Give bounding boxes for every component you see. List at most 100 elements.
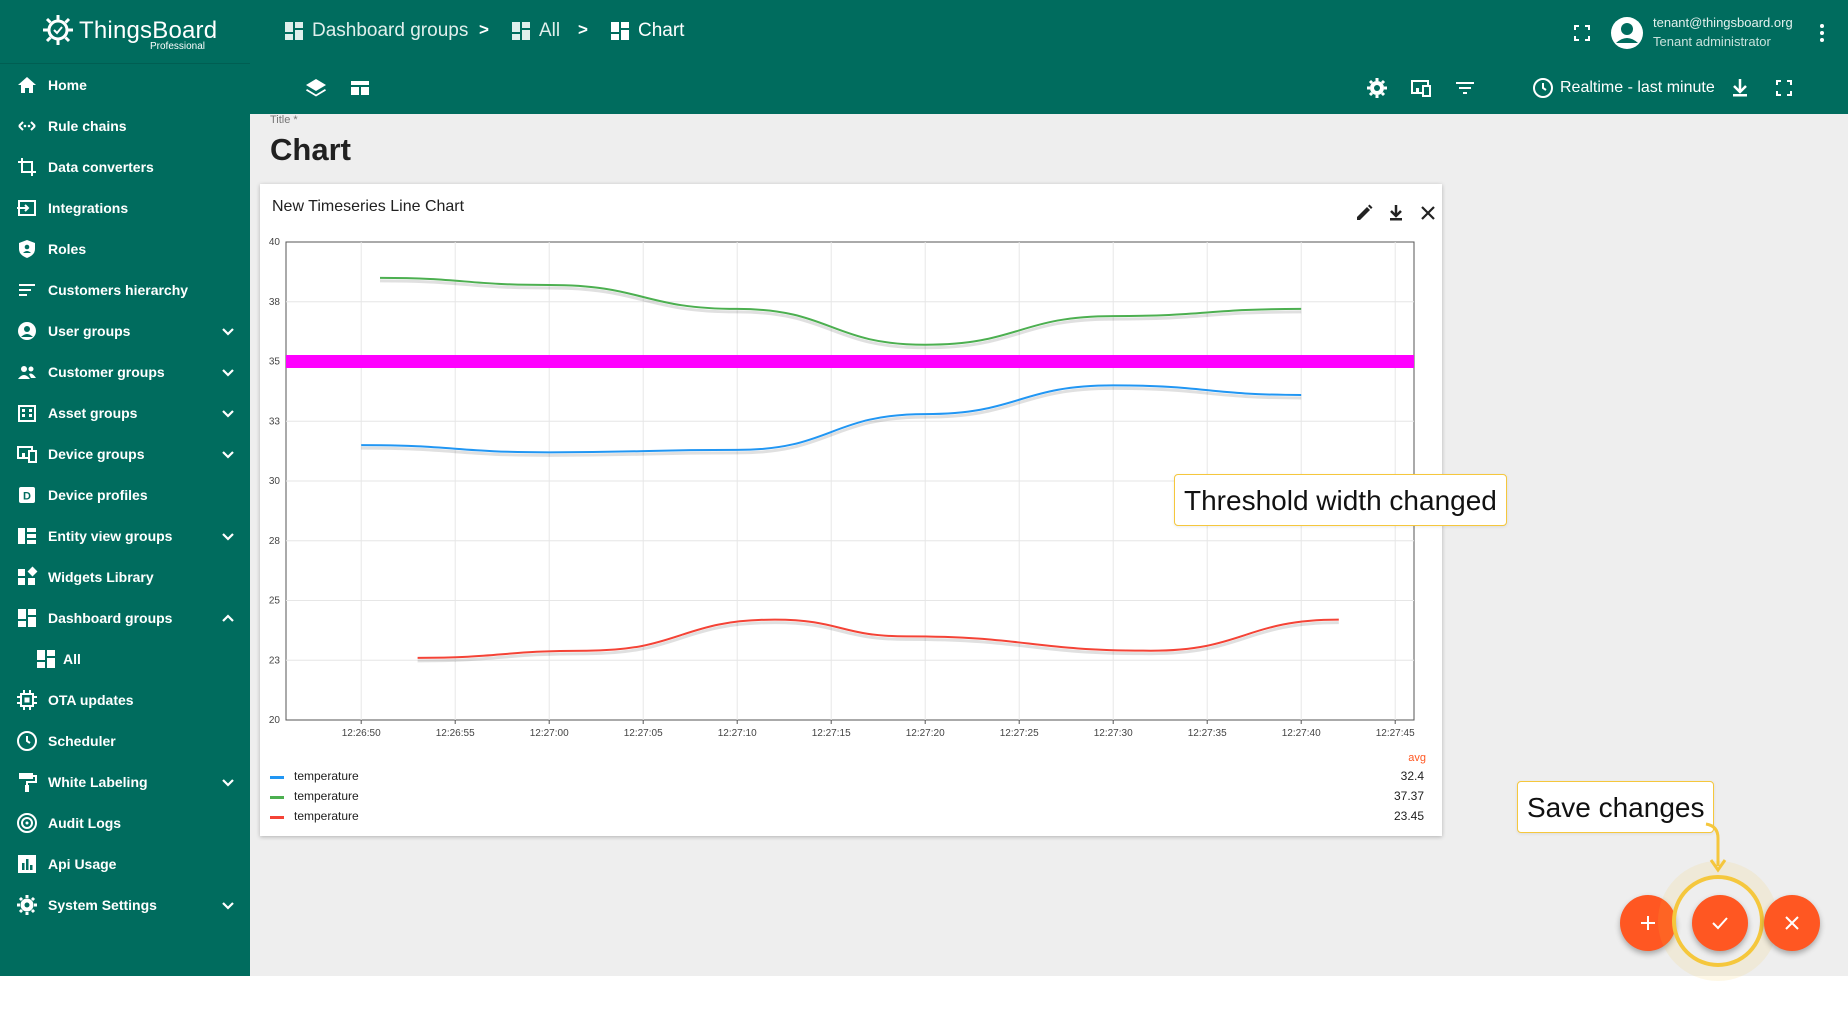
sidebar-item-scheduler[interactable]: Scheduler xyxy=(0,720,250,761)
sidebar-item-entity-view-groups[interactable]: Entity view groups xyxy=(0,515,250,556)
sidebar-item-label: Home xyxy=(48,76,87,93)
legend-series-name: temperature xyxy=(294,769,359,783)
sidebar-item-all[interactable]: All xyxy=(0,638,250,679)
y-tick-label: 38 xyxy=(269,297,281,308)
legend-row[interactable]: temperature 37.37 xyxy=(270,788,1430,806)
x-tick-label: 12:27:40 xyxy=(1282,728,1321,739)
timewindow-button[interactable]: Realtime - last minute xyxy=(1532,76,1715,100)
widgets-icon xyxy=(18,566,38,585)
sidebar-item-roles[interactable]: Roles xyxy=(0,228,250,269)
sidebar: ThingsBoard Professional Home Rule chains… xyxy=(0,0,250,976)
sidebar-item-system-settings[interactable]: System Settings xyxy=(0,884,250,925)
chevron-up-icon[interactable] xyxy=(220,610,236,626)
sidebar-item-api-usage[interactable]: Api Usage xyxy=(0,843,250,884)
sidebar-item-label: Api Usage xyxy=(48,855,117,872)
dashboard-icon xyxy=(18,609,36,627)
legend-swatch xyxy=(270,796,284,799)
y-tick-label: 25 xyxy=(269,596,281,607)
settings-icon xyxy=(17,895,37,915)
legend-avg-value: 37.37 xyxy=(1393,789,1424,803)
layers-icon[interactable] xyxy=(304,76,328,100)
add-widget-button[interactable] xyxy=(1620,895,1676,951)
app: ThingsBoard Professional Home Rule chains… xyxy=(0,0,1848,976)
download-icon[interactable] xyxy=(1386,203,1406,223)
user-email: tenant@thingsboard.org xyxy=(1653,15,1793,30)
sidebar-item-device-groups[interactable]: Device groups xyxy=(0,433,250,474)
sidebar-item-rule-chains[interactable]: Rule chains xyxy=(0,105,250,146)
breadcrumb-label: All xyxy=(539,20,561,41)
sidebar-item-data-converters[interactable]: Data converters xyxy=(0,146,250,187)
devices-icon[interactable] xyxy=(1409,76,1433,100)
sidebar-item-device-profiles[interactable]: D Device profiles xyxy=(0,474,250,515)
home-icon xyxy=(18,77,36,93)
device-profiles-icon: D xyxy=(19,487,35,503)
breadcrumb-dashboard-groups[interactable]: Dashboard groups xyxy=(284,20,468,42)
sidebar-item-label: All xyxy=(63,650,81,667)
integrations-icon xyxy=(17,200,36,216)
sidebar-item-audit-logs[interactable]: Audit Logs xyxy=(0,802,250,843)
save-button[interactable] xyxy=(1692,895,1748,951)
avatar[interactable] xyxy=(1610,16,1644,50)
sidebar-item-asset-groups[interactable]: Asset groups xyxy=(0,392,250,433)
rule-chains-icon xyxy=(18,121,36,131)
sidebar-item-ota-updates[interactable]: OTA updates xyxy=(0,679,250,720)
series-line-1 xyxy=(379,276,1302,346)
chevron-down-icon[interactable] xyxy=(220,364,236,380)
fullscreen-icon[interactable] xyxy=(1772,76,1796,100)
chevron-down-icon[interactable] xyxy=(220,405,236,421)
close-icon[interactable] xyxy=(1418,203,1438,223)
arrow-down-icon xyxy=(1705,822,1727,873)
svg-text:D: D xyxy=(23,491,31,503)
user-groups-icon xyxy=(18,322,36,340)
y-tick-label: 35 xyxy=(269,357,281,368)
chevron-down-icon[interactable] xyxy=(220,446,236,462)
clock-icon xyxy=(1533,78,1553,98)
sidebar-item-white-labeling[interactable]: White Labeling xyxy=(0,761,250,802)
ota-icon xyxy=(17,690,37,710)
logo[interactable]: ThingsBoard Professional xyxy=(0,0,250,64)
download-icon[interactable] xyxy=(1728,76,1752,100)
more-vert-icon[interactable] xyxy=(1810,21,1834,45)
breadcrumb-chart: Chart xyxy=(610,20,684,42)
x-tick-label: 12:26:50 xyxy=(342,728,381,739)
cancel-button[interactable] xyxy=(1764,895,1820,951)
sidebar-item-customer-groups[interactable]: Customer groups xyxy=(0,351,250,392)
edit-icon[interactable] xyxy=(1354,203,1374,223)
y-tick-label: 28 xyxy=(269,536,281,547)
sidebar-item-customers-hierarchy[interactable]: Customers hierarchy xyxy=(0,269,250,310)
sidebar-item-user-groups[interactable]: User groups xyxy=(0,310,250,351)
sidebar-item-integrations[interactable]: Integrations xyxy=(0,187,250,228)
scheduler-icon xyxy=(17,731,37,751)
chevron-down-icon[interactable] xyxy=(220,323,236,339)
fullscreen-icon[interactable] xyxy=(1570,21,1594,45)
sidebar-item-home[interactable]: Home xyxy=(0,64,250,105)
chevron-down-icon[interactable] xyxy=(220,897,236,913)
dashboard-layout-icon[interactable] xyxy=(348,76,372,100)
brand-name: ThingsBoard xyxy=(79,17,218,44)
settings-icon[interactable] xyxy=(1365,76,1389,100)
title-field-label: Title * xyxy=(270,114,298,126)
breadcrumb-all[interactable]: All xyxy=(511,20,560,42)
legend-avg-header: avg xyxy=(1408,752,1426,764)
sidebar-item-dashboard-groups[interactable]: Dashboard groups xyxy=(0,597,250,638)
legend-row[interactable]: temperature 23.45 xyxy=(270,808,1430,826)
y-tick-label: 20 xyxy=(269,715,281,726)
series-line-shadow xyxy=(361,386,1302,457)
dashboard-icon xyxy=(285,22,303,40)
breadcrumb-label: Chart xyxy=(638,20,685,41)
dashboard-title-input[interactable]: Chart xyxy=(270,132,351,167)
user-role: Tenant administrator xyxy=(1653,34,1771,49)
chevron-down-icon[interactable] xyxy=(220,774,236,790)
y-tick-label: 40 xyxy=(269,237,281,248)
legend-swatch xyxy=(270,816,284,819)
sidebar-item-label: Device profiles xyxy=(48,486,148,503)
legend-series-name: temperature xyxy=(294,809,359,823)
filter-icon[interactable] xyxy=(1453,76,1477,100)
legend-row[interactable]: temperature 32.4 xyxy=(270,768,1430,786)
chevron-down-icon[interactable] xyxy=(220,528,236,544)
series-line-shadow xyxy=(379,279,1302,350)
sidebar-item-widgets-library[interactable]: Widgets Library xyxy=(0,556,250,597)
dashboard-icon xyxy=(611,22,629,40)
paint-roller-icon xyxy=(19,773,37,792)
y-tick-label: 30 xyxy=(269,476,281,487)
